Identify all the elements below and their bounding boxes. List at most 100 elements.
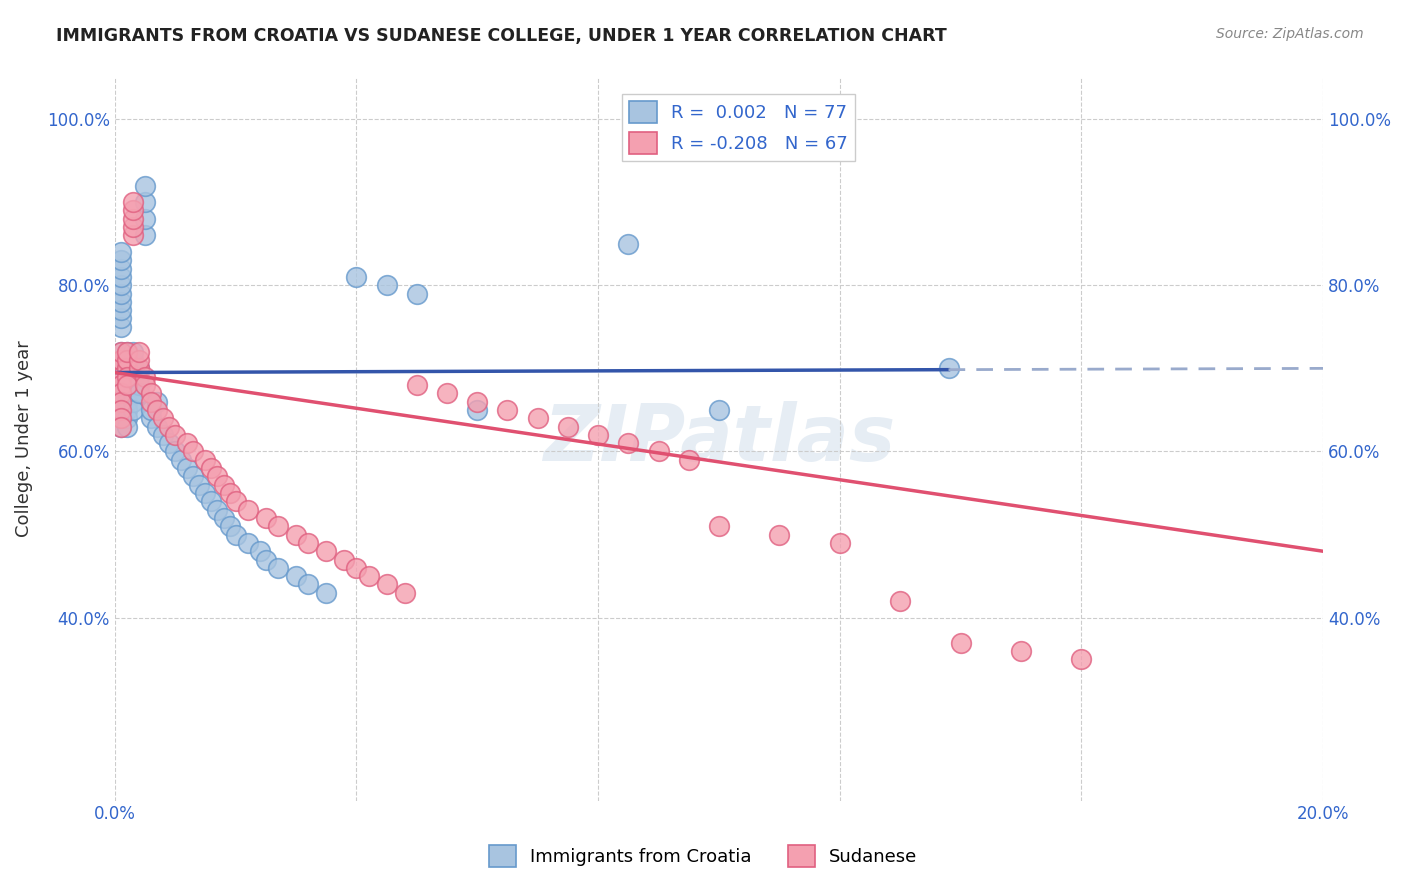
Point [526, 411, 548, 425]
Point [146, 394, 169, 409]
Point [110, 419, 132, 434]
Point [938, 361, 960, 376]
Point [115, 378, 138, 392]
Point [134, 211, 156, 226]
Point [122, 386, 145, 401]
Point [115, 411, 138, 425]
Point [1070, 652, 1092, 666]
Point [115, 386, 138, 401]
Point [110, 319, 132, 334]
Point [375, 278, 398, 293]
Point [134, 369, 156, 384]
Point [200, 461, 222, 475]
Point [110, 344, 132, 359]
Point [115, 394, 138, 409]
Point [357, 569, 380, 583]
Point [188, 477, 211, 491]
Point [157, 436, 180, 450]
Point [139, 403, 162, 417]
Point [128, 361, 150, 376]
Point [436, 386, 458, 401]
Point [207, 502, 229, 516]
Point [200, 494, 222, 508]
Point [110, 386, 132, 401]
Point [110, 361, 132, 376]
Point [146, 403, 169, 417]
Point [134, 195, 156, 210]
Point [110, 369, 132, 384]
Point [236, 502, 259, 516]
Point [115, 344, 138, 359]
Point [110, 269, 132, 284]
Point [225, 527, 247, 541]
Point [375, 577, 398, 591]
Point [315, 586, 337, 600]
Point [181, 444, 204, 458]
Point [181, 469, 204, 483]
Point [333, 552, 356, 566]
Point [207, 469, 229, 483]
Legend: R =  0.002   N = 77, R = -0.208   N = 67: R = 0.002 N = 77, R = -0.208 N = 67 [623, 94, 855, 161]
Point [139, 411, 162, 425]
Point [176, 436, 198, 450]
Point [115, 344, 138, 359]
Point [115, 361, 138, 376]
Point [110, 311, 132, 326]
Point [110, 411, 132, 425]
Point [236, 536, 259, 550]
Point [110, 378, 132, 392]
Point [346, 269, 368, 284]
Point [152, 428, 174, 442]
Point [110, 261, 132, 276]
Point [465, 403, 488, 417]
Point [249, 544, 271, 558]
Point [122, 353, 145, 368]
Point [122, 203, 145, 218]
Point [557, 419, 579, 434]
Point [165, 428, 187, 442]
Point [122, 378, 145, 392]
Point [212, 511, 235, 525]
Point [110, 253, 132, 268]
Point [115, 369, 138, 384]
Point [122, 211, 145, 226]
Point [134, 178, 156, 193]
Point [128, 378, 150, 392]
Point [110, 394, 132, 409]
Point [254, 511, 277, 525]
Text: ZIPatlas: ZIPatlas [543, 401, 896, 477]
Point [617, 236, 640, 251]
Point [165, 444, 187, 458]
Point [110, 353, 132, 368]
Point [157, 419, 180, 434]
Point [949, 635, 972, 649]
Point [110, 403, 132, 417]
Y-axis label: College, Under 1 year: College, Under 1 year [15, 341, 32, 537]
Point [122, 220, 145, 235]
Point [110, 353, 132, 368]
Point [218, 519, 240, 533]
Point [115, 361, 138, 376]
Point [110, 411, 132, 425]
Point [128, 361, 150, 376]
Point [176, 461, 198, 475]
Point [110, 386, 132, 401]
Point [128, 369, 150, 384]
Point [110, 369, 132, 384]
Point [115, 353, 138, 368]
Point [768, 527, 790, 541]
Point [110, 294, 132, 309]
Point [828, 536, 851, 550]
Point [122, 394, 145, 409]
Point [110, 278, 132, 293]
Point [394, 586, 416, 600]
Point [134, 378, 156, 392]
Point [170, 452, 193, 467]
Point [110, 378, 132, 392]
Point [110, 394, 132, 409]
Point [707, 519, 730, 533]
Point [146, 419, 169, 434]
Point [115, 353, 138, 368]
Point [225, 494, 247, 508]
Point [267, 519, 290, 533]
